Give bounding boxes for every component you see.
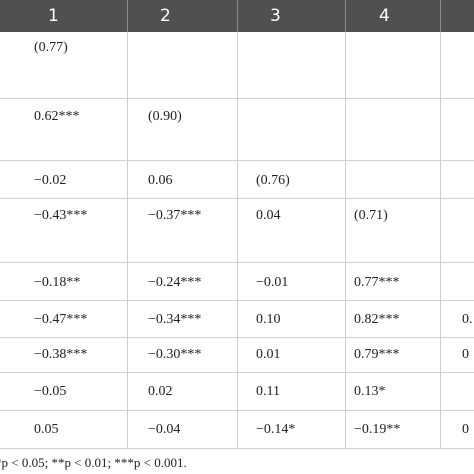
row-separator [0, 160, 474, 161]
row-separator [0, 372, 474, 373]
table-cell: (0.90) [148, 109, 182, 124]
column-separator [127, 32, 128, 448]
header-cell: 3 [270, 6, 281, 26]
table-cell: 0.04 [256, 208, 281, 223]
table-cell: (0.77) [34, 40, 68, 55]
row-separator [0, 300, 474, 301]
column-separator [345, 32, 346, 448]
table-cell: 0.13* [354, 384, 386, 399]
row-separator [0, 410, 474, 411]
table-cell: (0.76) [256, 173, 290, 188]
table-cell: −0.14* [256, 422, 296, 437]
table-cell: 0 [462, 347, 469, 362]
table-cell: 0.05 [34, 422, 59, 437]
table-cell: 0.02 [148, 384, 173, 399]
table-cell: −0.01 [256, 275, 289, 290]
table-cell: 0.10 [256, 312, 281, 327]
table-cell: −0.30*** [148, 347, 202, 362]
table-cell: −0.18** [34, 275, 81, 290]
table-cell: 0.06 [148, 173, 173, 188]
header-cell: 2 [160, 6, 171, 26]
table-cell: −0.34*** [148, 312, 202, 327]
row-separator [0, 448, 474, 449]
table-cell: −0.38*** [34, 347, 88, 362]
table-cell: 0.82*** [354, 312, 400, 327]
table-cell: −0.37*** [148, 208, 202, 223]
header-cell: 1 [48, 6, 59, 26]
table-cell: 0 [462, 422, 469, 437]
header-separator [440, 0, 441, 32]
table-cell: −0.19** [354, 422, 401, 437]
table-cell: −0.24*** [148, 275, 202, 290]
table-cell: 0.77*** [354, 275, 400, 290]
header-separator [345, 0, 346, 32]
table-cell: 0.62*** [34, 109, 80, 124]
header-separator [127, 0, 128, 32]
table-cell: −0.05 [34, 384, 67, 399]
row-separator [0, 98, 474, 99]
table-cell: 0.01 [256, 347, 281, 362]
row-separator [0, 337, 474, 338]
table-cell: −0.02 [34, 173, 67, 188]
table-cell: 0.11 [256, 384, 280, 399]
row-separator [0, 198, 474, 199]
column-separator [237, 32, 238, 448]
table-cell: −0.47*** [34, 312, 88, 327]
table-cell: 0.79*** [354, 347, 400, 362]
row-separator [0, 262, 474, 263]
table-cell: 0. [462, 312, 473, 327]
column-separator [440, 32, 441, 448]
table-cell: −0.04 [148, 422, 181, 437]
header-cell: 4 [379, 6, 390, 26]
header-separator [237, 0, 238, 32]
footnote: *p < 0.05; **p < 0.01; ***p < 0.001. [0, 455, 187, 470]
table-cell: (0.71) [354, 208, 388, 223]
table-cell: −0.43*** [34, 208, 88, 223]
